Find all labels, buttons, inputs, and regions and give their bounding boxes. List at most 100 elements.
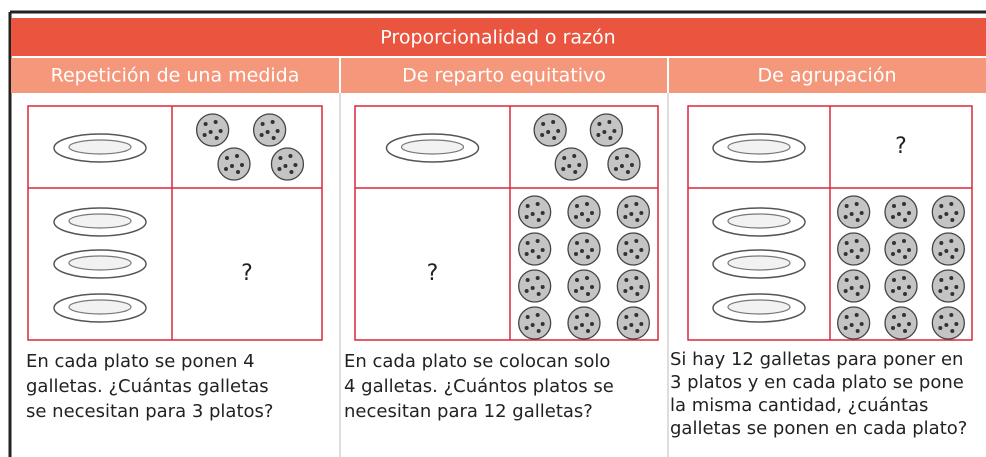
plate-center [727,255,791,271]
description-line: galletas. ¿Cuántas galletas [26,376,269,397]
cookie-body [616,306,650,340]
cookie-chip [891,326,895,330]
cookie-icon [931,195,965,229]
cookie-chip [891,289,895,293]
question-mark: ? [427,261,439,286]
cookie-body [518,232,552,266]
cookie-icon [884,306,918,340]
cookie-chip [855,292,860,296]
cookie-chip [902,239,906,243]
cookie-chip [259,133,264,137]
cookie-chip [897,323,901,327]
cookie-icon [567,269,601,303]
cookie-chip [907,322,911,326]
cookie-chip [214,136,219,140]
cookie-chip [580,212,584,216]
cookie-icon [518,269,552,303]
cookie-chip [854,239,859,243]
cookie-body [884,232,918,266]
cookie-chip [575,315,579,319]
cookie-chip [897,286,901,290]
cookie-chip [938,289,943,293]
plate-center [68,299,132,315]
cookie-body [884,306,918,340]
cookie-chip [530,323,535,327]
cookie-chip [203,122,208,126]
cookie-chip [949,313,954,317]
cookie-chip [540,211,545,215]
cookie-icon [567,232,601,266]
cookie-chip [586,255,590,259]
cookie-chip [613,167,618,171]
cookie-chip [586,218,590,222]
cookie-chip [596,133,601,137]
plate-center [727,139,791,155]
cookie-icon [195,113,230,147]
cookie-chip [844,241,849,245]
cookie-chip [236,170,240,174]
cookie-chip [540,322,545,326]
cookie-chip [540,248,545,252]
cookie-chip [535,276,540,280]
cookie-chip [624,278,629,282]
cookie-chip [288,154,293,158]
column-header: Repetición de una medida [51,65,300,87]
cookie-body [607,147,641,181]
cookie-chip [944,249,949,253]
cookie-body [567,195,601,229]
cookie-chip [902,313,906,317]
cookie-body [567,232,601,266]
cookie-chip [590,285,594,289]
cookie-chip [574,289,578,293]
description-line: En cada plato se ponen 4 [26,351,255,372]
cookie-chip [639,248,644,252]
cookie-chip [524,289,529,293]
cookie-chip [629,249,634,253]
cookie-icon [837,195,871,229]
cookie-chip [575,241,579,245]
cookie-chip [536,329,541,333]
cookie-chip [202,133,207,137]
cookie-chip [567,164,572,168]
cookie-chip [536,255,541,259]
cookie-chip [939,315,944,319]
cookie-body [837,306,871,340]
cookie-chip [897,212,901,216]
cookie-icon [518,195,552,229]
cookie-chip [938,326,943,330]
cookie-chip [849,212,854,216]
cookie-chip [586,292,590,296]
cookie-chip [289,170,294,174]
cookie-chip [624,204,629,208]
cookie-chip [575,278,579,282]
cookie-icon [616,232,650,266]
cookie-body [931,269,965,303]
plate-center [727,213,791,229]
description-line: En cada plato se colocan solo [344,351,610,372]
cookie-chip [590,211,594,215]
cookie-chip [561,167,566,171]
cookie-chip [277,167,282,171]
cookie-body [518,306,552,340]
cookie-chip [843,215,848,219]
cookie-chip [843,252,848,256]
cookie-chip [530,249,535,253]
cookie-icon [931,306,965,340]
cookie-chip [902,276,906,280]
cookie-chip [235,154,239,158]
cookie-chip [597,122,602,126]
cookie-chip [535,202,540,206]
cookie-chip [546,130,551,134]
cookie-body [837,195,871,229]
description-line: la misma cantidad, ¿cuántas [670,395,928,416]
column-header: De reparto equitativo [402,65,606,87]
cookie-chip [849,323,854,327]
description-line: se necesitan para 3 platos? [26,401,273,422]
cookie-chip [639,285,644,289]
plate-icon [712,293,806,323]
description-line: galletas se ponen en cada plato? [670,418,967,439]
plate-center [68,255,132,271]
cookie-chip [897,249,901,253]
cookie-chip [903,329,907,333]
cookie-chip [950,329,955,333]
